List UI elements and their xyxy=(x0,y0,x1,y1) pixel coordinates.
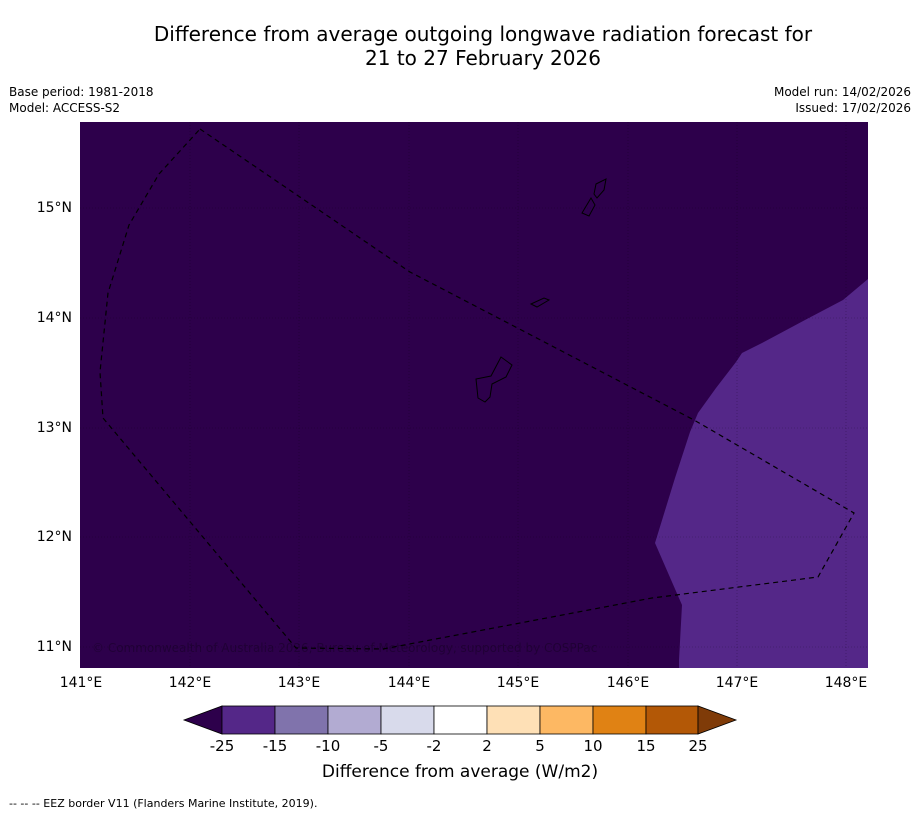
eez-footnote: -- -- -- EEZ border V11 (Flanders Marine… xyxy=(9,797,318,810)
lon-label-142e: 142°E xyxy=(168,675,212,691)
island-saipan xyxy=(593,178,607,199)
lat-label-13n: 13°N xyxy=(36,420,72,436)
colorbar-label-25: 25 xyxy=(688,737,708,755)
colorbar-arrow-right xyxy=(697,705,738,735)
model-name: Model: ACCESS-S2 xyxy=(9,101,121,115)
island-rota xyxy=(529,297,551,308)
colorbar-label-minus-25: -25 xyxy=(209,737,235,755)
lon-label-146e: 146°E xyxy=(606,675,650,691)
colorbar-label-minus-10: -10 xyxy=(315,737,341,755)
chart-title: Difference from average outgoing longwav… xyxy=(0,22,919,70)
title-line-2: 21 to 27 February 2026 xyxy=(365,46,601,70)
lon-label-141e: 141°E xyxy=(59,675,103,691)
title-line-1: Difference from average outgoing longwav… xyxy=(153,22,813,46)
colorbar-segment-2 xyxy=(274,705,329,735)
colorbar-label-minus-2: -2 xyxy=(426,737,442,755)
lat-label-11n: 11°N xyxy=(36,639,72,655)
lat-label-15n: 15°N xyxy=(36,200,72,216)
lon-label-147e: 147°E xyxy=(715,675,759,691)
islands xyxy=(475,178,607,403)
issued-date: Issued: 17/02/2026 xyxy=(795,101,911,115)
lat-label-12n: 12°N xyxy=(36,529,72,545)
eez-border xyxy=(99,128,855,650)
anomaly-area-minus-15 xyxy=(655,279,868,668)
lon-label-144e: 144°E xyxy=(387,675,431,691)
colorbar-segment-6 xyxy=(486,705,541,735)
colorbar-segment-5 xyxy=(433,705,488,735)
colorbar xyxy=(182,705,738,735)
lat-label-14n: 14°N xyxy=(36,310,72,326)
colorbar-label-15: 15 xyxy=(636,737,656,755)
colorbar-label-2: 2 xyxy=(482,737,492,755)
island-tinian xyxy=(581,197,596,217)
lon-label-143e: 143°E xyxy=(277,675,321,691)
colorbar-segment-9 xyxy=(645,705,699,735)
colorbar-segment-4 xyxy=(380,705,435,735)
colorbar-title: Difference from average (W/m2) xyxy=(321,762,599,782)
meta-left: Base period: 1981-2018 Model: ACCESS-S2 xyxy=(9,84,154,116)
colorbar-segment-1 xyxy=(221,705,276,735)
colorbar-segment-7 xyxy=(539,705,594,735)
colorbar-segment-3 xyxy=(327,705,382,735)
colorbar-segment-8 xyxy=(592,705,647,735)
colorbar-label-minus-15: -15 xyxy=(262,737,288,755)
colorbar-label-minus-5: -5 xyxy=(373,737,389,755)
lon-label-145e: 145°E xyxy=(496,675,540,691)
meta-right: Model run: 14/02/2026 Issued: 17/02/2026 xyxy=(774,84,911,116)
island-guam xyxy=(475,356,513,403)
colorbar-label-10: 10 xyxy=(583,737,603,755)
base-period: Base period: 1981-2018 xyxy=(9,85,154,99)
model-run: Model run: 14/02/2026 xyxy=(773,85,911,99)
colorbar-label-5: 5 xyxy=(535,737,545,755)
lon-label-148e: 148°E xyxy=(824,675,868,691)
copyright-watermark: © Commonwealth of Australia 2026, Bureau… xyxy=(92,641,598,655)
colorbar-arrow-left xyxy=(182,705,223,735)
gridlines xyxy=(80,122,868,668)
